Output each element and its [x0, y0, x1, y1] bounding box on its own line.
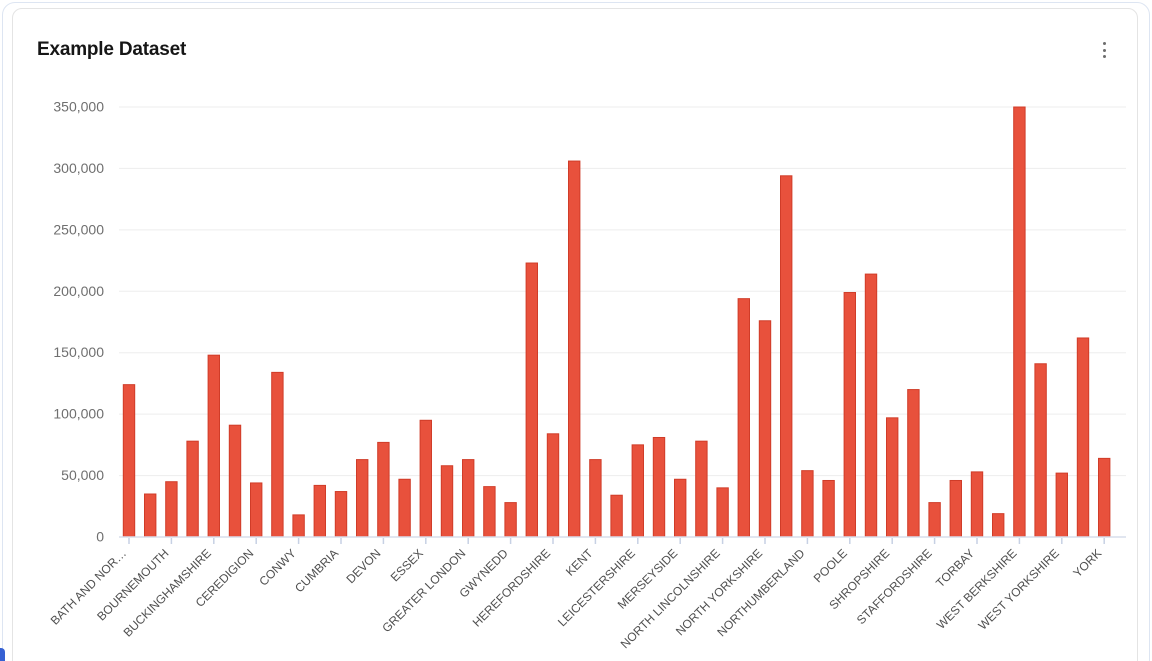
bar-38[interactable]: [928, 502, 941, 538]
bar-21[interactable]: [568, 160, 581, 538]
x-axis-label: BOURNEMOUTH: [94, 546, 171, 623]
bar-41[interactable]: [992, 513, 1005, 538]
bar-12[interactable]: [377, 441, 390, 538]
bar-33[interactable]: [822, 479, 835, 538]
bar-7[interactable]: [271, 371, 284, 538]
x-axis-label: POOLE: [811, 546, 850, 585]
bar-10[interactable]: [334, 491, 348, 538]
bar-14[interactable]: [419, 419, 433, 538]
bar-4[interactable]: [207, 354, 221, 538]
bar-39[interactable]: [949, 479, 962, 538]
bar-26[interactable]: [674, 478, 687, 538]
x-axis-label: CUMBRIA: [292, 546, 341, 595]
chart-card: Example Dataset 0 50,000 100,000 150,000 200…: [12, 8, 1138, 661]
bar-0[interactable]: [122, 384, 136, 538]
x-axis-label: YORK: [1070, 546, 1104, 580]
x-axis-label: ESSEX: [388, 546, 426, 584]
bar-35[interactable]: [864, 273, 878, 538]
x-axis-label: TORBAY: [933, 546, 977, 590]
bar-11[interactable]: [356, 459, 369, 538]
bar-34[interactable]: [843, 292, 856, 538]
bar-23[interactable]: [610, 494, 623, 538]
bar-29[interactable]: [737, 298, 750, 538]
x-axis-label: DEVON: [343, 546, 383, 586]
bar-46[interactable]: [1098, 457, 1111, 538]
bar-44[interactable]: [1055, 472, 1068, 538]
bar-13[interactable]: [398, 478, 411, 538]
bar-3[interactable]: [186, 440, 199, 538]
bar-20[interactable]: [546, 433, 560, 538]
bar-24[interactable]: [631, 444, 644, 538]
x-axis-label: STAFFORDSHIRE: [854, 546, 935, 627]
y-axis-label: 250,000: [53, 221, 104, 237]
bar-19[interactable]: [525, 262, 539, 538]
x-axis-label: KENT: [563, 546, 596, 579]
x-axis-label: BATH AND NOR…: [48, 546, 129, 627]
x-axis-label: WEST BERKSHIRE: [934, 546, 1020, 632]
bar-9[interactable]: [313, 484, 327, 538]
card-header: Example Dataset: [37, 35, 1117, 65]
y-axis-label: 50,000: [61, 467, 104, 483]
y-axis-label: 100,000: [53, 406, 104, 422]
kebab-vertical-icon: [1102, 55, 1106, 58]
bar-8[interactable]: [292, 514, 305, 538]
bar-2[interactable]: [165, 481, 178, 538]
bar-30[interactable]: [758, 320, 772, 538]
x-axis-label: GREATER LONDON: [379, 546, 468, 635]
bar-40[interactable]: [970, 471, 984, 538]
y-axis-label: 0: [96, 529, 104, 545]
x-axis-label: LEICESTERSHIRE: [555, 546, 638, 629]
bottom-left-accent: [0, 648, 5, 661]
bar-15[interactable]: [440, 465, 454, 538]
bar-42[interactable]: [1013, 106, 1026, 538]
bar-36[interactable]: [886, 417, 899, 538]
bar-27[interactable]: [695, 440, 708, 538]
x-axis-label: HEREFORDSHIRE: [470, 546, 553, 629]
bar-chart: 0 50,000 100,000 150,000 200,000 250,000 300,0…: [25, 89, 1129, 657]
bar-22[interactable]: [589, 459, 602, 538]
bar-6[interactable]: [250, 482, 263, 538]
bar-37[interactable]: [907, 389, 920, 538]
y-axis-label: 200,000: [53, 283, 104, 299]
x-axis-label: WEST YORKSHIRE: [975, 546, 1061, 632]
bar-28[interactable]: [716, 487, 729, 538]
bar-18[interactable]: [504, 502, 517, 538]
y-axis-label: 300,000: [53, 160, 104, 176]
bar-45[interactable]: [1076, 337, 1090, 538]
bar-32[interactable]: [801, 470, 814, 538]
more-options-button[interactable]: [1091, 37, 1117, 63]
bar-31[interactable]: [780, 175, 793, 538]
x-axis-label: CONWY: [256, 546, 298, 588]
kebab-vertical-icon: [1102, 48, 1106, 52]
y-axis-label: 350,000: [53, 99, 104, 115]
bar-16[interactable]: [462, 459, 475, 538]
bar-5[interactable]: [228, 424, 242, 538]
y-axis-label: 150,000: [53, 344, 104, 360]
kebab-vertical-icon: [1102, 42, 1106, 45]
chart-title: Example Dataset: [37, 39, 187, 60]
bar-17[interactable]: [483, 486, 496, 538]
bar-25[interactable]: [652, 436, 666, 538]
bar-1[interactable]: [144, 493, 157, 538]
bar-43[interactable]: [1034, 363, 1047, 538]
